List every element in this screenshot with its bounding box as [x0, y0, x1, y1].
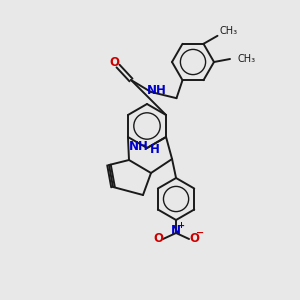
Text: CH₃: CH₃ [220, 26, 238, 36]
Text: +: + [178, 221, 184, 230]
Text: NH: NH [147, 83, 167, 97]
Text: H: H [149, 143, 159, 156]
Text: CH₃: CH₃ [238, 54, 256, 64]
Text: NH: NH [128, 140, 148, 153]
Text: −: − [196, 228, 204, 238]
Text: O: O [153, 232, 163, 244]
Text: O: O [109, 56, 119, 70]
Text: O: O [189, 232, 199, 244]
Text: N: N [171, 224, 181, 238]
